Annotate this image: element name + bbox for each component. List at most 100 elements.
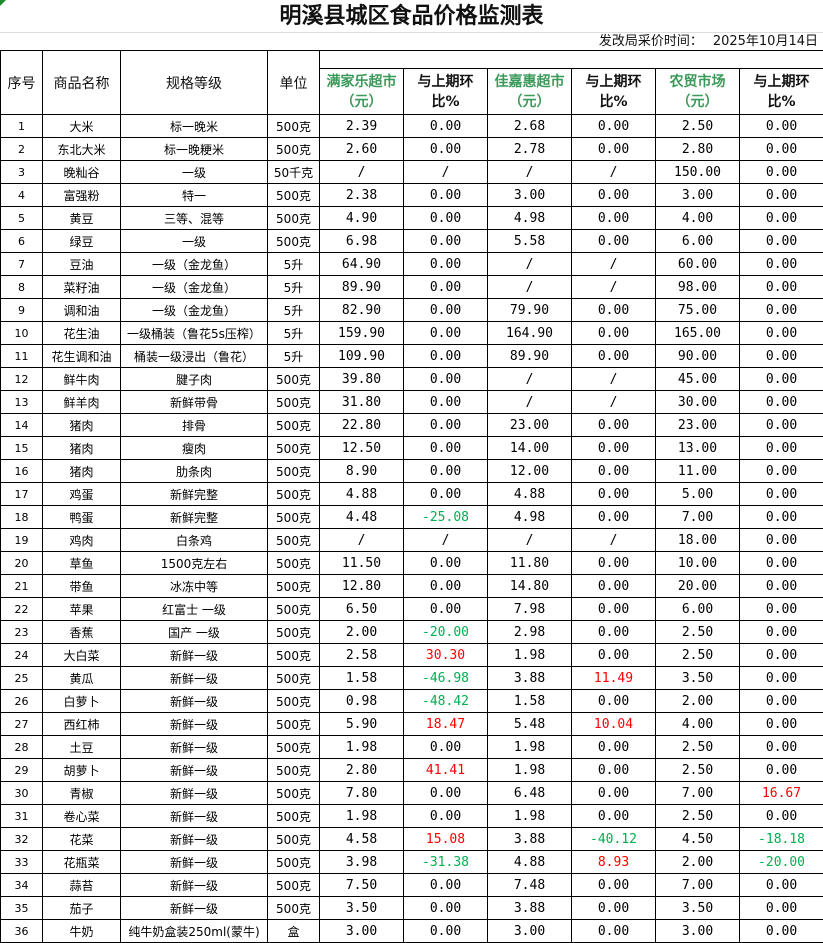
cell-spec[interactable]: 标一晚粳米: [120, 137, 268, 161]
cell-price-2[interactable]: 11.80: [487, 551, 572, 575]
cell-change-2[interactable]: 0.00: [571, 321, 656, 345]
cell-change-3[interactable]: 0.00: [738, 919, 823, 943]
cell-price-2[interactable]: 12.00: [487, 459, 572, 483]
cell-change-1[interactable]: 0.00: [403, 781, 488, 805]
cell-spec[interactable]: 一级: [120, 160, 268, 184]
cell-price-3[interactable]: 7.00: [655, 781, 740, 805]
cell-price-1[interactable]: 3.98: [319, 850, 404, 874]
cell-spec[interactable]: 一级（金龙鱼）: [120, 298, 268, 322]
cell-change-2[interactable]: 8.93: [571, 850, 656, 874]
cell-name[interactable]: 豆油: [42, 252, 121, 276]
cell-name[interactable]: 黄豆: [42, 206, 121, 230]
cell-no[interactable]: 23: [0, 620, 43, 644]
cell-change-2[interactable]: 0.00: [571, 229, 656, 253]
cell-no[interactable]: 14: [0, 413, 43, 437]
cell-name[interactable]: 苹果: [42, 597, 121, 621]
cell-change-2[interactable]: 0.00: [571, 781, 656, 805]
cell-no[interactable]: 2: [0, 137, 43, 161]
cell-change-3[interactable]: 0.00: [738, 367, 823, 391]
cell-spec[interactable]: 新鲜一级: [120, 758, 268, 782]
cell-spec[interactable]: 一级（金龙鱼）: [120, 275, 268, 299]
cell-change-1[interactable]: 0.00: [403, 229, 488, 253]
cell-no[interactable]: 5: [0, 206, 43, 230]
cell-change-2[interactable]: 0.00: [571, 344, 656, 368]
header-change-3[interactable]: 与上期环比%: [738, 68, 823, 115]
header-change-1[interactable]: 与上期环比%: [403, 68, 488, 115]
cell-price-1[interactable]: 1.58: [319, 666, 404, 690]
cell-price-3[interactable]: 7.00: [655, 505, 740, 529]
cell-change-2[interactable]: 0.00: [571, 758, 656, 782]
cell-unit[interactable]: 50千克: [267, 160, 320, 184]
header-spec[interactable]: 规格等级: [120, 50, 268, 115]
cell-no[interactable]: 26: [0, 689, 43, 713]
cell-change-3[interactable]: 0.00: [738, 252, 823, 276]
cell-no[interactable]: 10: [0, 321, 43, 345]
cell-no[interactable]: 13: [0, 390, 43, 414]
cell-price-2[interactable]: /: [487, 390, 572, 414]
cell-price-1[interactable]: 2.00: [319, 620, 404, 644]
cell-price-1[interactable]: /: [319, 528, 404, 552]
cell-price-3[interactable]: 5.00: [655, 482, 740, 506]
cell-price-2[interactable]: /: [487, 160, 572, 184]
cell-no[interactable]: 31: [0, 804, 43, 828]
cell-name[interactable]: 猪肉: [42, 436, 121, 460]
cell-price-3[interactable]: 2.80: [655, 137, 740, 161]
cell-change-2[interactable]: 0.00: [571, 804, 656, 828]
cell-change-2[interactable]: 0.00: [571, 873, 656, 897]
cell-name[interactable]: 黄瓜: [42, 666, 121, 690]
cell-name[interactable]: 蒜苔: [42, 873, 121, 897]
cell-name[interactable]: 青椒: [42, 781, 121, 805]
cell-change-1[interactable]: 0.00: [403, 114, 488, 138]
cell-name[interactable]: 鸡肉: [42, 528, 121, 552]
cell-spec[interactable]: 新鲜一级: [120, 643, 268, 667]
cell-change-2[interactable]: 0.00: [571, 620, 656, 644]
cell-unit[interactable]: 500克: [267, 850, 320, 874]
cell-change-1[interactable]: 0.00: [403, 390, 488, 414]
cell-price-2[interactable]: 4.98: [487, 206, 572, 230]
cell-no[interactable]: 27: [0, 712, 43, 736]
cell-price-2[interactable]: 1.98: [487, 735, 572, 759]
cell-price-1[interactable]: 7.80: [319, 781, 404, 805]
cell-unit[interactable]: 500克: [267, 183, 320, 207]
cell-name[interactable]: 卷心菜: [42, 804, 121, 828]
cell-price-2[interactable]: 5.48: [487, 712, 572, 736]
cell-price-3[interactable]: 3.50: [655, 666, 740, 690]
cell-change-2[interactable]: 10.04: [571, 712, 656, 736]
cell-change-1[interactable]: 0.00: [403, 574, 488, 598]
cell-price-3[interactable]: 3.00: [655, 919, 740, 943]
cell-spec[interactable]: 腱子肉: [120, 367, 268, 391]
cell-spec[interactable]: 新鲜一级: [120, 712, 268, 736]
cell-unit[interactable]: 500克: [267, 551, 320, 575]
header-no[interactable]: 序号: [0, 50, 43, 115]
cell-spec[interactable]: 新鲜一级: [120, 827, 268, 851]
cell-name[interactable]: 鲜羊肉: [42, 390, 121, 414]
cell-change-1[interactable]: 0.00: [403, 896, 488, 920]
cell-spec[interactable]: 肋条肉: [120, 459, 268, 483]
cell-unit[interactable]: 5升: [267, 298, 320, 322]
cell-price-2[interactable]: 3.00: [487, 919, 572, 943]
cell-price-1[interactable]: 5.90: [319, 712, 404, 736]
cell-price-1[interactable]: 2.80: [319, 758, 404, 782]
cell-change-1[interactable]: 30.30: [403, 643, 488, 667]
cell-spec[interactable]: 冰冻中等: [120, 574, 268, 598]
cell-price-3[interactable]: 165.00: [655, 321, 740, 345]
cell-spec[interactable]: 新鲜一级: [120, 850, 268, 874]
cell-change-1[interactable]: -20.00: [403, 620, 488, 644]
cell-change-2[interactable]: 0.00: [571, 482, 656, 506]
cell-price-2[interactable]: 7.48: [487, 873, 572, 897]
header-name[interactable]: 商品名称: [42, 50, 121, 115]
cell-no[interactable]: 20: [0, 551, 43, 575]
cell-name[interactable]: 大米: [42, 114, 121, 138]
cell-spec[interactable]: 新鲜完整: [120, 482, 268, 506]
cell-change-1[interactable]: 0.00: [403, 735, 488, 759]
cell-price-1[interactable]: 11.50: [319, 551, 404, 575]
cell-price-1[interactable]: 4.88: [319, 482, 404, 506]
cell-change-3[interactable]: 0.00: [738, 620, 823, 644]
cell-price-1[interactable]: 2.60: [319, 137, 404, 161]
header-market-1[interactable]: 满家乐超市（元）: [319, 68, 404, 115]
cell-price-3[interactable]: 10.00: [655, 551, 740, 575]
cell-no[interactable]: 25: [0, 666, 43, 690]
cell-change-1[interactable]: 0.00: [403, 367, 488, 391]
cell-spec[interactable]: 排骨: [120, 413, 268, 437]
cell-name[interactable]: 猪肉: [42, 459, 121, 483]
